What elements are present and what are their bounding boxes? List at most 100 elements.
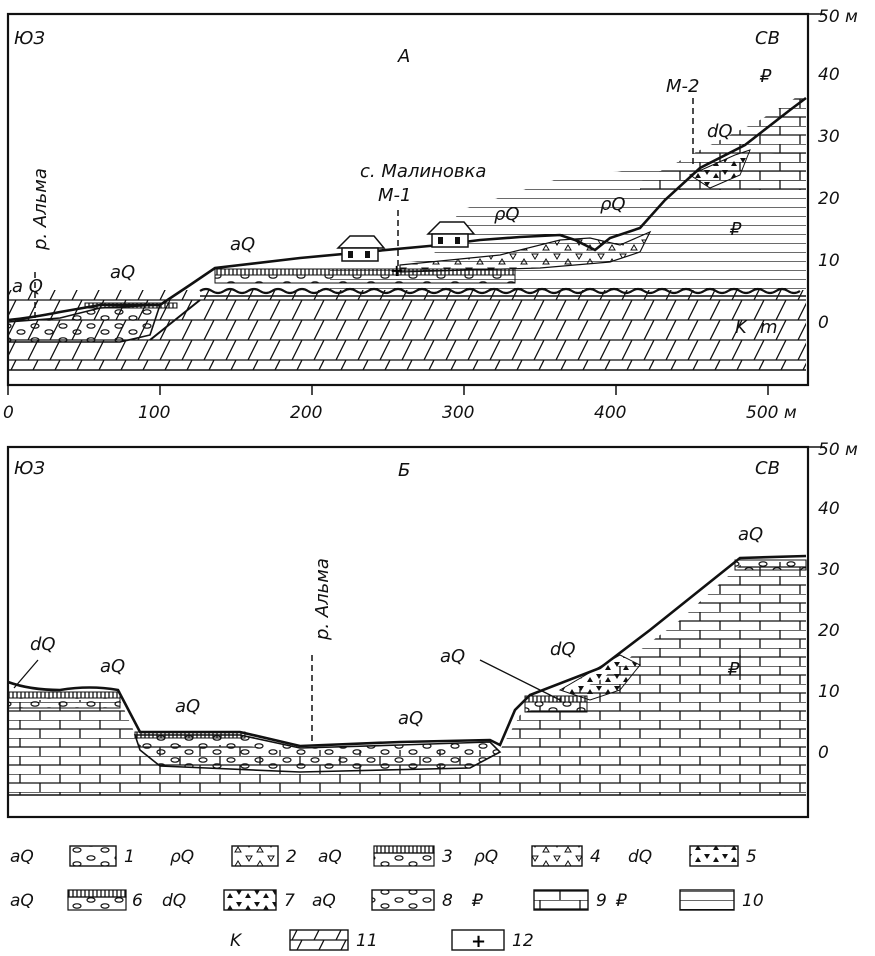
x-tick: 300 — [442, 403, 474, 423]
unit-label: aQ — [440, 646, 465, 667]
unit-label: dQ — [550, 639, 576, 660]
unit-label: aQ — [398, 708, 423, 729]
surface-profile-b — [7, 554, 807, 748]
unit-label: dQ — [30, 634, 56, 655]
legend-num: 2 — [286, 847, 297, 867]
legend-code: ρQ — [170, 847, 194, 867]
y-tick: 50 м — [818, 440, 858, 460]
y-axis-b: 50 м 40 30 20 10 0 — [808, 440, 858, 763]
legend-num: 11 — [356, 931, 378, 951]
section-b: ЮЗ СВ Б р. Альма dQ aQ aQ aQ aQ dQ aQ ₽ … — [6, 440, 858, 819]
y-tick: 10 — [818, 251, 840, 271]
unit-label: aQ — [738, 524, 763, 545]
legend-item: dQ 7 — [162, 889, 295, 911]
legend-item: aQ 8 — [312, 889, 453, 911]
well-label: М-1 — [378, 185, 411, 206]
x-axis-a: 0 100 200 300 400 500 м — [3, 385, 797, 423]
cross-marker-icon: + — [471, 931, 486, 952]
legend-num: 10 — [742, 891, 764, 911]
legend-num: 12 — [512, 931, 534, 951]
y-axis-a: 50 м 40 30 20 10 0 — [808, 7, 858, 333]
unit-label: aQ — [100, 656, 125, 677]
y-tick: 30 — [818, 127, 840, 147]
unit-label: aQ — [230, 234, 255, 255]
y-tick: 0 — [818, 313, 829, 333]
y-tick: 30 — [818, 560, 840, 580]
p2-2s-layer-b — [8, 560, 806, 795]
legend-num: 9 — [596, 891, 607, 911]
unit-label: K — [735, 317, 748, 338]
river-label: р. Альма — [30, 168, 51, 251]
legend-item: ₽ 9 — [471, 889, 607, 911]
legend-code: dQ — [628, 847, 652, 867]
pq-colluvium-a — [399, 230, 652, 273]
unit-label: ρQ — [494, 204, 520, 225]
legend-num: 4 — [590, 847, 601, 867]
unit-label: ρQ — [600, 194, 626, 215]
legend-code: ρQ — [474, 847, 498, 867]
y-tick: 0 — [818, 743, 829, 763]
unit-label: ₽ — [727, 659, 740, 680]
y-tick: 20 — [818, 189, 840, 209]
aq4-alluvium-a — [7, 304, 162, 343]
unit-label: aQ — [175, 696, 200, 717]
legend-item: aQ 1 — [10, 845, 135, 867]
legend-code: aQ — [318, 847, 342, 867]
legend-num: 7 — [284, 891, 295, 911]
y-tick: 20 — [818, 621, 840, 641]
dq-deposit-a — [688, 149, 751, 189]
legend-item: K 11 — [230, 929, 378, 951]
section-a-frame — [6, 12, 810, 387]
ne-label: СВ — [755, 458, 780, 479]
section-letter: Б — [398, 460, 410, 481]
legend-num: 3 — [442, 847, 453, 867]
legend-num: 6 — [132, 891, 143, 911]
unit-label: ₽ — [759, 66, 772, 87]
section-b-frame — [6, 445, 810, 819]
house-icon — [426, 221, 476, 248]
section-a: + ЮЗ СВ А с. Малиновка М-1 М-2 р. Альма … — [3, 7, 858, 423]
legend-item: aQ 6 — [10, 889, 143, 911]
surface-profile-a — [7, 96, 807, 322]
well-label: М-2 — [666, 76, 699, 97]
aq4-alluvium-b — [133, 734, 502, 773]
unit-label: a Q — [12, 276, 43, 297]
legend-code: K — [230, 931, 243, 951]
legend-code: dQ — [162, 891, 186, 911]
legend-item: dQ 5 — [628, 845, 757, 867]
sw-label: ЮЗ — [14, 458, 45, 479]
legend-item: ₽ 10 — [615, 889, 764, 911]
unit-label: m — [760, 317, 778, 338]
river-label: р. Альма — [312, 558, 333, 641]
legend-num: 5 — [746, 847, 757, 867]
legend-item: + 12 — [451, 929, 534, 952]
legend-num: 1 — [124, 847, 135, 867]
legend-item: ρQ 4 — [474, 845, 601, 867]
legend-item: aQ 3 — [318, 845, 453, 867]
unit-label: aQ — [110, 262, 135, 283]
ne-label: СВ — [755, 28, 780, 49]
cross-marker-icon: + — [390, 261, 403, 280]
x-tick: 500 м — [746, 403, 797, 423]
x-tick: 0 — [3, 403, 14, 423]
y-tick: 50 м — [818, 7, 858, 27]
legend-code: ₽ — [615, 891, 628, 911]
village-label: с. Малиновка — [360, 161, 486, 182]
legend-num: 8 — [442, 891, 453, 911]
x-tick: 100 — [138, 403, 170, 423]
unit-label: ₽ — [729, 219, 742, 240]
legend-code: aQ — [10, 847, 34, 867]
house-icon — [336, 235, 386, 262]
unit-label: dQ — [707, 121, 733, 142]
sw-label: ЮЗ — [14, 28, 45, 49]
legend-code: aQ — [312, 891, 336, 911]
y-tick: 40 — [818, 499, 840, 519]
section-letter: А — [397, 46, 410, 67]
y-tick: 40 — [818, 65, 840, 85]
k2m-layer-a — [8, 290, 806, 370]
unconformity-line-a — [199, 287, 801, 295]
p2-2s-layer-a — [640, 95, 806, 190]
x-tick: 200 — [290, 403, 322, 423]
y-tick: 10 — [818, 682, 840, 702]
